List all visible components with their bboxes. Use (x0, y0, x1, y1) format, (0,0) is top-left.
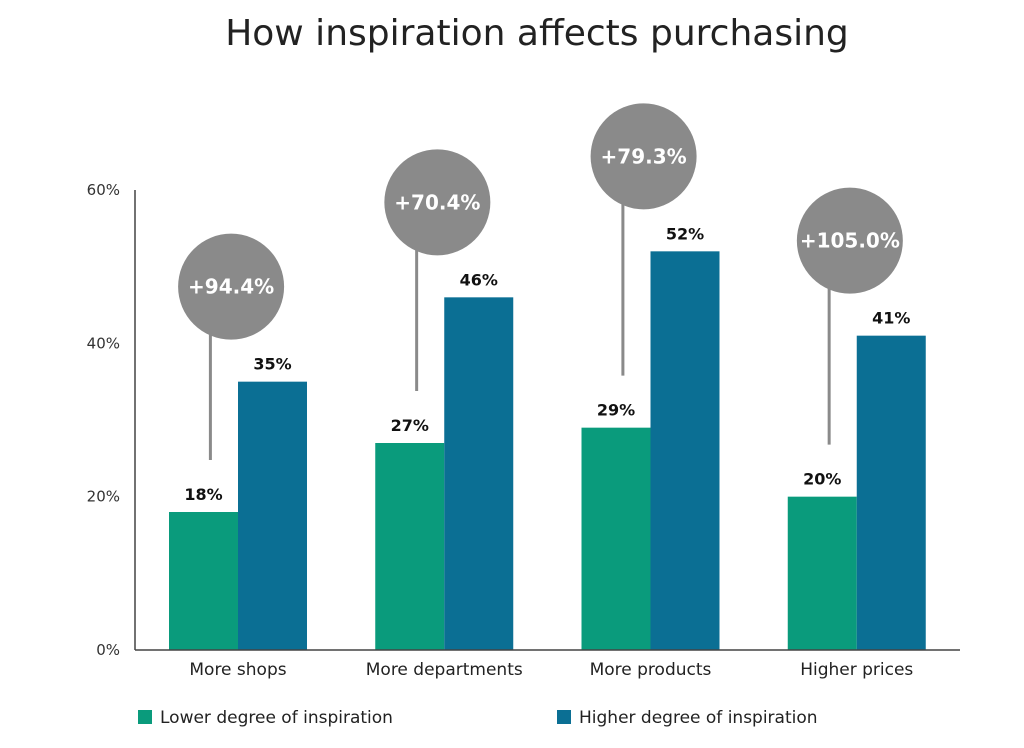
y-tick-label: 40% (87, 334, 120, 352)
legend-swatch (557, 710, 571, 724)
annotation-badge (384, 149, 491, 256)
data-label: 35% (253, 355, 291, 374)
legend-label: Higher degree of inspiration (579, 708, 818, 728)
legend-label: Lower degree of inspiration (160, 708, 393, 728)
annotation-text: +105.0% (800, 229, 900, 253)
bar-lower-inspiration (787, 496, 857, 650)
annotation-text: +70.4% (394, 190, 480, 214)
category-label: Higher prices (800, 660, 913, 680)
bar-higher-inspiration (650, 251, 720, 651)
bar-higher-inspiration (444, 297, 514, 650)
annotation-text: +94.4% (188, 275, 274, 299)
category-label: More shops (189, 660, 286, 680)
y-tick-label: 20% (87, 488, 120, 506)
y-tick-label: 0% (96, 641, 120, 659)
annotation-badge (796, 187, 903, 294)
legend-swatch (138, 710, 152, 724)
data-label: 46% (460, 270, 498, 289)
data-label: 27% (391, 416, 429, 435)
bar-higher-inspiration (856, 335, 926, 650)
bar-lower-inspiration (375, 443, 445, 650)
chart-title: How inspiration affects purchasing (225, 13, 849, 54)
category-label: More departments (366, 660, 523, 680)
annotation-text: +79.3% (601, 144, 687, 168)
data-label: 29% (597, 401, 635, 420)
data-label: 18% (184, 485, 222, 504)
data-label: 20% (803, 470, 841, 489)
annotation-badge (178, 233, 285, 340)
bar-lower-inspiration (169, 512, 238, 650)
y-tick-label: 60% (87, 181, 120, 199)
bar-lower-inspiration (581, 427, 651, 650)
data-label: 41% (872, 309, 910, 328)
category-label: More products (590, 660, 712, 680)
bar-higher-inspiration (238, 381, 307, 650)
data-label: 52% (666, 224, 704, 243)
annotation-badge (590, 103, 697, 210)
